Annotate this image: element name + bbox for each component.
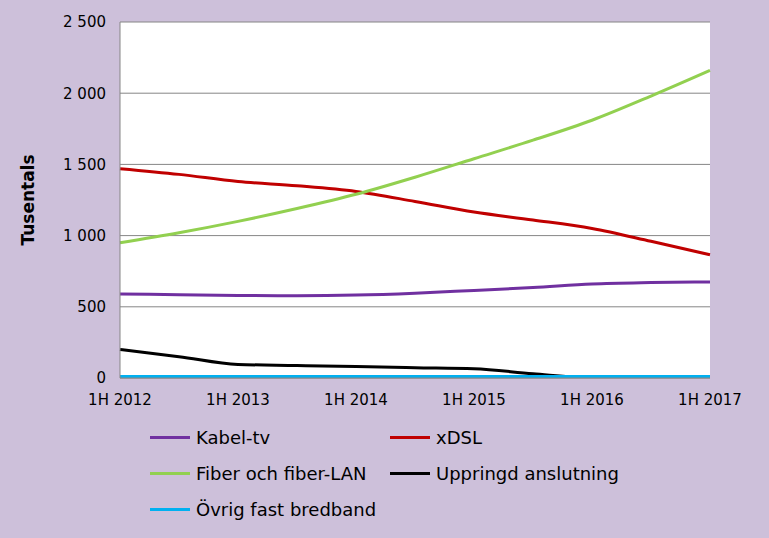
html-text:xDSL: xDSL — [436, 426, 482, 448]
svg-text:1 500: 1 500 — [63, 156, 106, 174]
svg-text:500: 500 — [77, 298, 106, 316]
html-text:Kabel-tv: Kabel-tv — [196, 426, 271, 448]
svg-text:1H 2016: 1H 2016 — [560, 391, 624, 409]
svg-text:2 000: 2 000 — [63, 85, 106, 103]
svg-text:1H 2012: 1H 2012 — [88, 391, 152, 409]
svg-text:1H 2014: 1H 2014 — [324, 391, 388, 409]
html-text:Övrig fast bredband: Övrig fast bredband — [196, 498, 377, 520]
svg-text:1 000: 1 000 — [63, 227, 106, 245]
html-text:Fiber och fiber-LAN: Fiber och fiber-LAN — [196, 462, 367, 484]
svg-text:Tusentals: Tusentals — [18, 154, 38, 245]
svg-text:1H 2017: 1H 2017 — [678, 391, 742, 409]
svg-text:1H 2015: 1H 2015 — [442, 391, 506, 409]
svg-text:1H 2013: 1H 2013 — [206, 391, 270, 409]
html-text:Uppringd anslutning: Uppringd anslutning — [436, 462, 619, 484]
svg-text:2 500: 2 500 — [63, 13, 106, 31]
svg-text:0: 0 — [96, 369, 106, 387]
